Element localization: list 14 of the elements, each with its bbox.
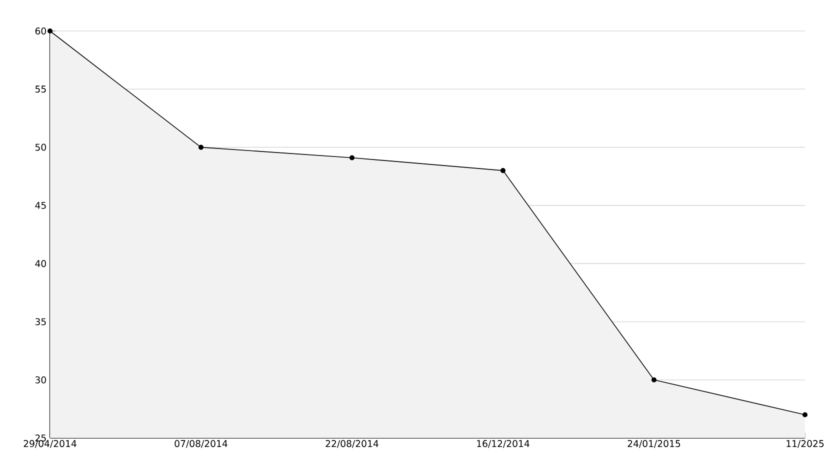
x-tick-label: 11/2025 <box>786 440 824 448</box>
x-tick-label: 16/12/2014 <box>477 440 530 448</box>
x-tick-label: 29/04/2014 <box>24 440 76 448</box>
x-tick-label: 24/01/2015 <box>628 440 680 448</box>
y-tick-label: 35 <box>35 318 46 326</box>
x-tick-label: 07/08/2014 <box>174 440 228 448</box>
y-tick-label: 50 <box>35 144 46 151</box>
y-tick-label: 45 <box>35 202 46 209</box>
x-tick-label: 22/08/2014 <box>326 440 378 448</box>
y-tick-label: 25 <box>35 434 46 442</box>
y-tick-label: 30 <box>35 376 46 384</box>
y-tick-label: 60 <box>35 27 46 35</box>
y-tick-label: 55 <box>35 86 46 93</box>
y-tick-label: 40 <box>35 260 46 268</box>
